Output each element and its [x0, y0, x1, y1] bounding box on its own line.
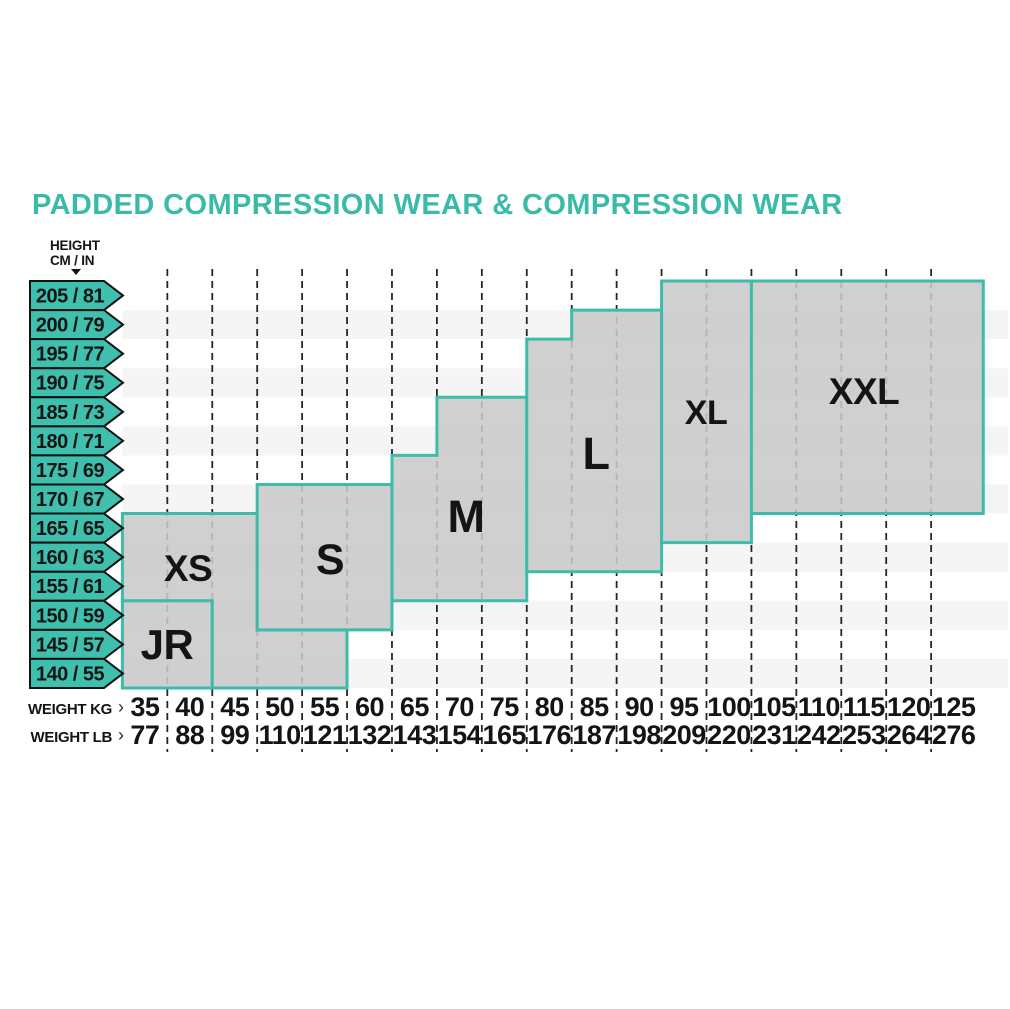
weight-lb-value: 264 — [887, 720, 931, 750]
height-badge — [29, 367, 125, 399]
height-badge — [29, 454, 125, 486]
weight-kg-value: 85 — [580, 692, 610, 722]
weight-kg-value: 100 — [707, 692, 751, 722]
triangle-down-icon — [71, 269, 81, 275]
weight-kg-value: 120 — [887, 692, 931, 722]
height-axis-label-line1: HEIGHT — [50, 238, 101, 253]
height-badge-label: 155 / 61 — [36, 576, 105, 598]
weight-axis-values: 3577408845995011055121601326514370154751… — [130, 692, 976, 750]
height-badge — [29, 628, 125, 660]
height-badge — [29, 570, 125, 602]
height-badge — [29, 280, 125, 312]
weight-lb-value: 198 — [617, 720, 661, 750]
size-region-labels: JR XS S M L XL XXL — [141, 371, 900, 668]
weight-lb-value: 88 — [175, 720, 205, 750]
page-title: PADDED COMPRESSION WEAR & COMPRESSION WE… — [32, 189, 843, 221]
weight-kg-value: 65 — [400, 692, 430, 722]
chevron-right-icon: › — [118, 725, 124, 745]
weight-kg-value: 40 — [175, 692, 204, 722]
weight-lb-value: 187 — [572, 720, 616, 750]
size-region-xxl — [749, 279, 985, 516]
weight-lb-value: 176 — [527, 720, 571, 750]
weight-lb-value: 253 — [842, 720, 886, 750]
size-region-s — [255, 482, 394, 632]
height-badge-label: 205 / 81 — [36, 286, 105, 308]
weight-kg-value: 80 — [535, 692, 564, 722]
size-regions — [120, 279, 985, 690]
weight-kg-value: 115 — [843, 692, 886, 722]
size-region-xl — [660, 279, 753, 545]
height-badge-label: 190 / 75 — [36, 373, 105, 395]
height-badge-label: 140 / 55 — [36, 663, 105, 685]
weight-kg-value: 35 — [130, 692, 160, 722]
height-badge-label: 145 / 57 — [36, 634, 105, 656]
weight-kg-value: 105 — [752, 692, 796, 722]
weight-lb-value: 231 — [752, 720, 796, 750]
height-badge-label: 195 / 77 — [36, 344, 105, 366]
weight-lb-value: 132 — [348, 720, 392, 750]
height-badges: 205 / 81 200 / 79 195 / 77 190 / 75 185 / 73… — [29, 280, 125, 689]
weight-lb-value: 77 — [130, 720, 159, 750]
weight-kg-value: 50 — [265, 692, 294, 722]
weight-kg-value: 70 — [445, 692, 474, 722]
weight-kg-value: 95 — [670, 692, 700, 722]
weight-lb-value: 143 — [393, 720, 437, 750]
height-badge-label: 170 / 67 — [36, 489, 105, 511]
height-badge — [29, 338, 125, 370]
weight-lb-value: 121 — [303, 720, 347, 750]
height-badge-label: 150 / 59 — [36, 605, 105, 627]
weight-lb-value: 110 — [259, 720, 301, 750]
size-label-s: S — [316, 536, 344, 584]
weight-kg-value: 125 — [932, 692, 976, 722]
height-badge — [29, 657, 125, 689]
height-badge — [29, 599, 125, 631]
weight-lb-value: 276 — [932, 720, 976, 750]
weight-lb-value: 99 — [220, 720, 250, 750]
size-label-xl: XL — [685, 394, 727, 432]
weight-lb-value: 165 — [483, 720, 527, 750]
size-label-xs: XS — [164, 548, 212, 589]
weight-kg-value: 90 — [625, 692, 654, 722]
weight-kg-value: 110 — [798, 692, 840, 722]
height-badge — [29, 512, 125, 544]
height-badge-label: 165 / 65 — [36, 518, 105, 540]
weight-lb-value: 154 — [438, 720, 482, 750]
height-badge — [29, 483, 125, 515]
size-label-l: L — [583, 428, 610, 479]
size-label-jr: JR — [141, 621, 194, 668]
height-badge — [29, 396, 125, 428]
chevron-right-icon: › — [118, 697, 124, 717]
height-badge — [29, 425, 125, 457]
weight-lb-value: 209 — [662, 720, 706, 750]
height-badge — [29, 541, 125, 573]
size-label-xxl: XXL — [829, 371, 899, 412]
height-badge-label: 200 / 79 — [36, 315, 105, 337]
height-axis-label-line2: CM / IN — [50, 253, 94, 268]
weight-kg-label: WEIGHT KG — [28, 701, 112, 718]
height-badge-label: 160 / 63 — [36, 547, 105, 569]
weight-kg-value: 55 — [310, 692, 340, 722]
weight-lb-value: 242 — [797, 720, 841, 750]
height-badge — [29, 309, 125, 341]
weight-kg-value: 75 — [490, 692, 520, 722]
weight-lb-label: WEIGHT LB — [31, 729, 113, 746]
size-label-m: M — [448, 491, 485, 542]
weight-kg-value: 45 — [220, 692, 250, 722]
weight-kg-value: 60 — [355, 692, 384, 722]
weight-lb-value: 220 — [707, 720, 751, 750]
height-badge-label: 185 / 73 — [36, 402, 105, 424]
height-badge-label: 180 / 71 — [36, 431, 105, 453]
height-badge-label: 175 / 69 — [36, 460, 105, 482]
